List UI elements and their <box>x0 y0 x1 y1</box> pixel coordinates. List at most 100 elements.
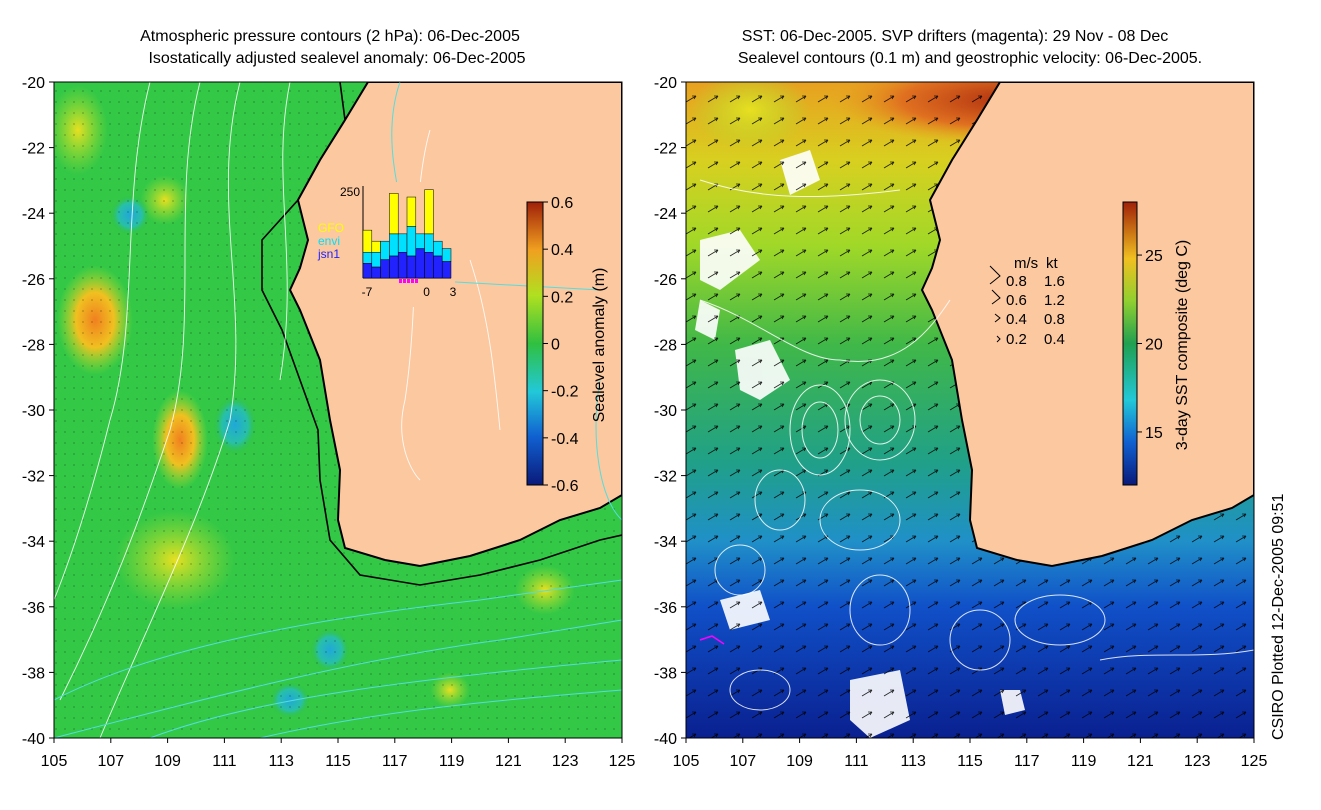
inset-legend-envi: envi <box>318 234 340 248</box>
arrow-icon <box>996 335 1001 343</box>
left-title-line2: Isostatically adjusted sealevel anomaly:… <box>148 50 526 67</box>
left-lon-label: 117 <box>382 753 408 770</box>
left-colorbar-tick-label: 0.2 <box>551 289 573 306</box>
left-lon-label: 109 <box>154 753 181 770</box>
inset-bar-jsn1 <box>424 251 434 279</box>
inset-bar-envi <box>371 251 381 268</box>
right-colorbar-tick-label: 15 <box>1145 425 1163 442</box>
velocity-legend-kt-2: 0.8 <box>1044 311 1065 328</box>
left-colorbar-tick-label: 0.4 <box>551 242 573 259</box>
velocity-legend-header-ms: m/s <box>1014 255 1038 272</box>
right-lat-label: -20 <box>654 75 677 92</box>
left-lat-label: -20 <box>22 75 45 92</box>
velocity-legend-ms-3: 0.2 <box>1006 331 1027 348</box>
left-lat-label: -26 <box>22 272 45 289</box>
inset-bar-envi <box>389 233 399 257</box>
right-lon-label: 109 <box>786 753 813 770</box>
inset-legend-GFO: GFO <box>318 221 344 235</box>
left-lon-label: 125 <box>609 753 636 770</box>
arrow-icon <box>989 265 1001 285</box>
left-lon-label: 113 <box>268 753 294 770</box>
left-lon-label: 105 <box>41 753 68 770</box>
left-lat-label: -34 <box>22 534 45 551</box>
inset-bar-jsn1 <box>433 255 443 279</box>
inset-day-marker <box>415 279 418 283</box>
left-colorbar <box>526 201 544 486</box>
right-title-line1: SST: 06-Dec-2005. SVP drifters (magenta)… <box>741 28 1169 45</box>
inset-bar-jsn1 <box>397 251 408 279</box>
inset-bar-jsn1 <box>441 261 452 279</box>
velocity-legend-ms-2: 0.4 <box>1006 311 1027 328</box>
left-title-line1: Atmospheric pressure contours (2 hPa): 0… <box>140 28 520 45</box>
inset-bar-envi <box>441 248 452 262</box>
inset-bar-jsn1 <box>371 266 381 279</box>
left-colorbar-tick-label: -0.2 <box>551 384 579 401</box>
svp-drifter-track <box>699 635 725 645</box>
right-lat-label: -26 <box>654 272 677 289</box>
left-lon-label: 119 <box>439 753 465 770</box>
inset-bar-jsn1 <box>362 263 373 279</box>
left-lon-label: 121 <box>495 753 522 770</box>
right-map <box>686 82 1254 738</box>
credit-text: CSIRO Plotted 12-Dec-2005 09:51 <box>1270 493 1287 740</box>
inset-bar-jsn1 <box>380 259 390 279</box>
left-lat-label: -30 <box>22 403 45 420</box>
right-colorbar-tick-label: 20 <box>1145 337 1163 354</box>
velocity-legend-kt-1: 1.2 <box>1044 292 1065 309</box>
left-lon-label: 111 <box>212 753 236 770</box>
left-colorbar-tick-label: 0 <box>551 337 560 354</box>
inset-bar-envi <box>424 233 434 253</box>
right-lat-label: -38 <box>654 665 677 682</box>
sealevel-contours <box>699 179 1254 711</box>
inset-day-marker <box>411 279 414 283</box>
right-lat-label: -34 <box>654 534 677 551</box>
left-colorbar-tick-label: -0.4 <box>551 431 579 448</box>
right-lon-label: 113 <box>900 753 926 770</box>
right-colorbar <box>1122 201 1138 486</box>
left-colorbar-label: Sealevel anomaly (m) <box>591 268 608 423</box>
left-lat-label: -28 <box>22 337 45 354</box>
arrow-icon <box>994 313 1001 323</box>
right-lat-label: -40 <box>654 731 677 748</box>
inset-bar-envi <box>380 240 390 260</box>
left-lat-label: -22 <box>22 141 45 158</box>
inset-x-tick-label: -7 <box>362 285 373 299</box>
inset-x-tick-label: 0 <box>423 285 430 299</box>
inset-bar-envi <box>406 226 417 257</box>
right-colorbar-tick-label: 25 <box>1145 248 1163 265</box>
right-lat-label: -32 <box>654 469 677 486</box>
right-lon-label: 123 <box>1184 753 1211 770</box>
inset-bar-gfo <box>362 229 373 253</box>
left-lat-label: -40 <box>22 731 45 748</box>
inset-day-marker <box>403 279 406 283</box>
arrow-icon <box>991 289 1001 305</box>
right-lon-label: 125 <box>1241 753 1268 770</box>
right-lon-label: 107 <box>729 753 756 770</box>
right-lon-label: 115 <box>957 753 983 770</box>
land-western-australia-right <box>920 82 1254 568</box>
inset-bar-gfo <box>406 196 417 227</box>
inset-ymax-label: 250 <box>340 185 360 199</box>
inset-bar-jsn1 <box>415 248 425 279</box>
velocity-legend-kt-3: 0.4 <box>1044 331 1065 348</box>
left-lat-label: -36 <box>22 600 45 617</box>
right-lat-label: -22 <box>654 141 677 158</box>
right-lon-label: 117 <box>1014 753 1040 770</box>
left-lat-label: -38 <box>22 665 45 682</box>
right-colorbar-label: 3-day SST composite (deg C) <box>1174 240 1191 450</box>
inset-bar-envi <box>433 240 443 257</box>
velocity-legend-kt-0: 1.6 <box>1044 273 1065 290</box>
right-lat-label: -30 <box>654 403 677 420</box>
right-lon-label: 111 <box>844 753 868 770</box>
right-lat-label: -36 <box>654 600 677 617</box>
right-lat-label: -28 <box>654 337 677 354</box>
right-colorbar-ticks: 25 20 15 <box>1137 248 1163 442</box>
velocity-legend: m/s kt 0.8 1.6 0.6 1.2 0.4 0.8 0.2 0.4 <box>989 255 1065 348</box>
inset-bar-jsn1 <box>406 255 417 279</box>
inset-day-marker <box>399 279 402 283</box>
left-lat-label: -24 <box>22 206 45 223</box>
left-lon-label: 123 <box>552 753 579 770</box>
inset-bar-jsn1 <box>389 255 399 279</box>
left-colorbar-tick-label: 0.6 <box>551 195 573 212</box>
